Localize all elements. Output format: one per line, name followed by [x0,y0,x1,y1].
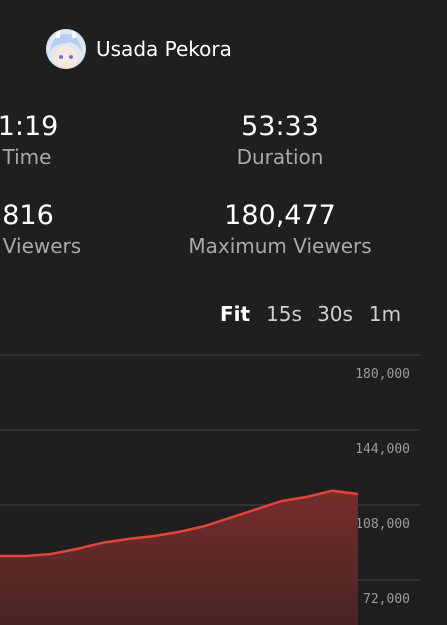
y-tick-label: 72,000 [363,592,410,607]
stat-value: 53:33 [241,111,319,142]
stat-label: Duration [237,145,324,169]
y-tick-label: 108,000 [355,517,410,532]
interval-option[interactable]: Fit [220,302,251,326]
stat-label: Time [2,145,52,169]
chart: 180,000 144,000 108,000 72,000 [0,354,420,625]
interval-option[interactable]: 1m [369,302,401,326]
interval-options: Fit 15s 30s 1m [220,302,401,326]
area-fill [0,490,358,625]
stat-value: 816 [2,200,54,231]
stat-value: 1:19 [0,111,58,142]
stat-label: Maximum Viewers [188,234,371,258]
stat-label: Viewers [3,234,81,258]
channel-name[interactable]: Usada Pekora [96,37,232,61]
avatar[interactable] [46,28,86,70]
y-tick-label: 144,000 [355,442,410,457]
line [0,489,359,558]
stat-value: 180,477 [224,200,336,231]
interval-option[interactable]: 30s [317,302,353,326]
y-tick-label: 180,000 [355,367,410,382]
interval-option[interactable]: 15s [266,302,302,326]
